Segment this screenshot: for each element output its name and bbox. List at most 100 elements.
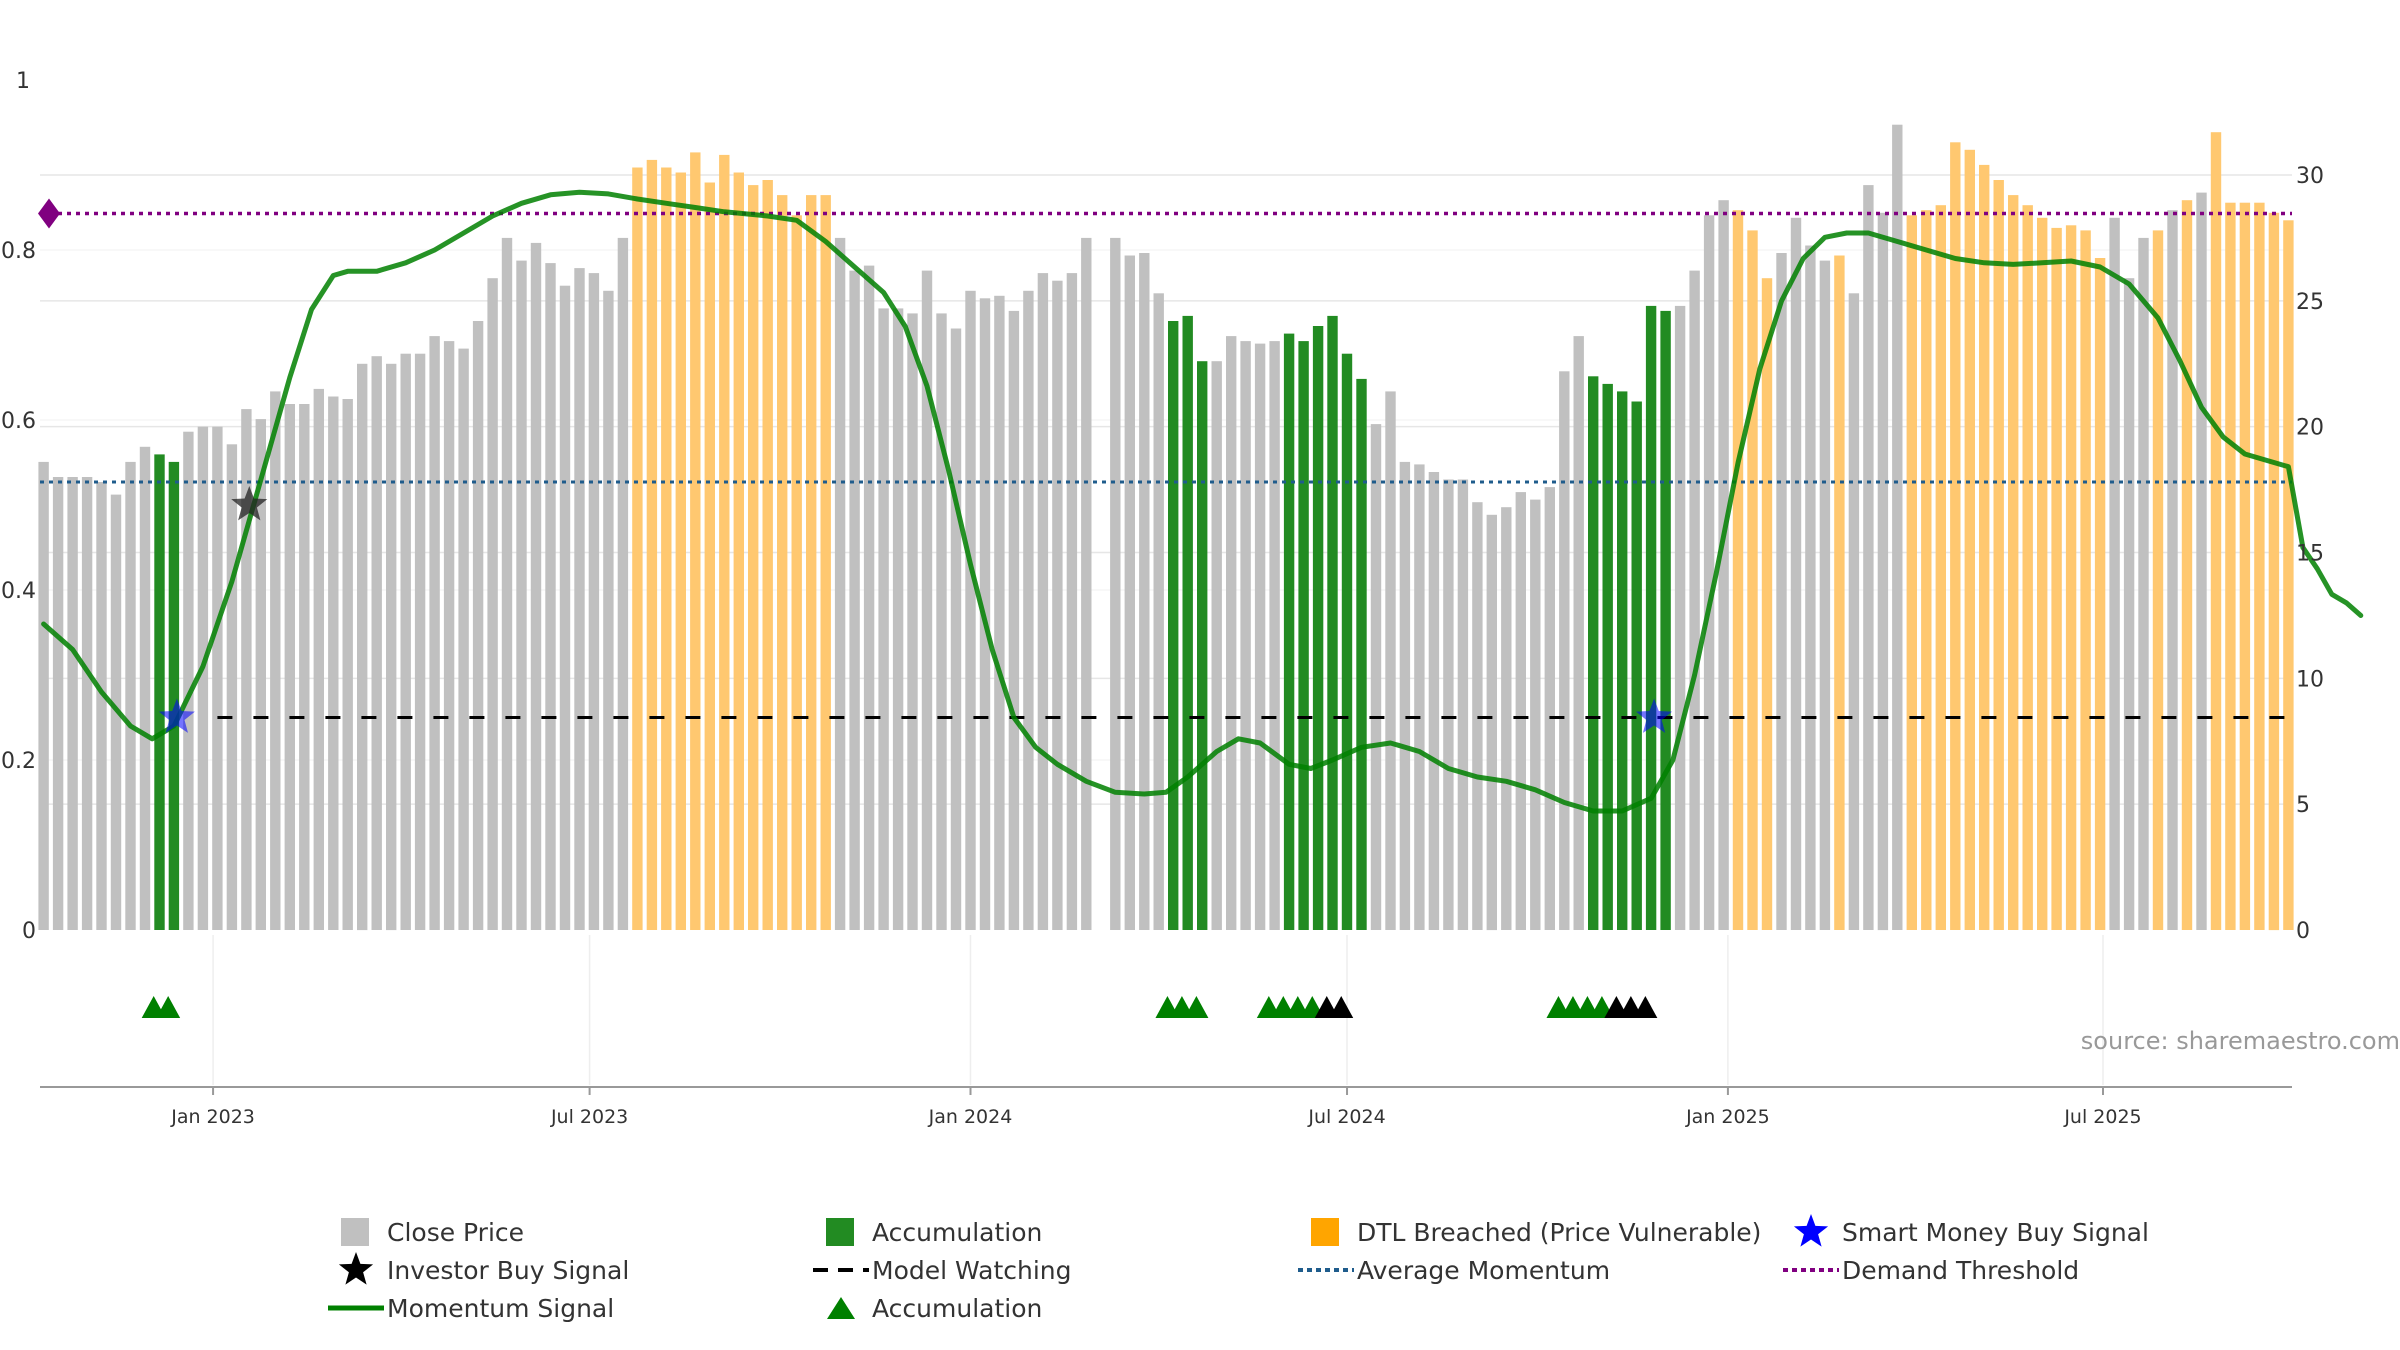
legend-label: Close Price — [387, 1217, 525, 1247]
right-axis-tick-label: 15 — [2296, 542, 2324, 567]
dtl-bar — [762, 180, 773, 930]
close-price-bar — [545, 263, 556, 931]
dtl-bar — [704, 182, 715, 930]
close-price-bar — [603, 290, 614, 930]
close-price-bar — [1515, 492, 1526, 930]
close-price-bar — [414, 353, 426, 930]
reference-lines — [38, 198, 2292, 719]
close-price-bar — [530, 242, 542, 930]
dtl-bar — [675, 172, 686, 930]
accumulation-triangle-black — [1329, 996, 1354, 1018]
close-price-bar — [487, 278, 498, 930]
star-icon — [338, 1252, 374, 1285]
close-price-bar — [96, 482, 107, 930]
close-price-bars — [38, 124, 2294, 931]
close-price-bar — [226, 444, 238, 930]
close-price-bar — [1486, 514, 1497, 931]
legend-item-demand-threshold: Demand Threshold — [1780, 1251, 2079, 1289]
legend-swatch-dotted-line — [1783, 1268, 1839, 1272]
close-price-bar — [443, 341, 455, 931]
left-axis-tick-label: 0.6 — [1, 409, 36, 434]
dtl-bar — [661, 167, 672, 930]
close-price-bar — [559, 285, 571, 930]
dtl-bar — [2283, 220, 2294, 931]
date-tick-label: Jan 2023 — [170, 1106, 255, 1128]
close-price-bar — [1457, 479, 1469, 930]
dtl-bar — [791, 215, 802, 931]
accumulation-bar — [1168, 321, 1179, 930]
left-axis-tick-label: 0.8 — [1, 239, 36, 264]
dtl-bar — [2051, 227, 2062, 930]
close-price-bar — [1674, 305, 1686, 930]
legend-item-model-watching: Model Watching — [810, 1251, 1072, 1289]
accumulation-bar — [1298, 341, 1309, 931]
dtl-bar — [1906, 215, 1917, 931]
close-price-bar — [892, 308, 904, 930]
dtl-bar — [777, 195, 788, 931]
accumulation-bar — [1602, 383, 1613, 930]
close-price-bar — [38, 461, 49, 930]
close-price-bar — [849, 270, 860, 931]
close-price-bar — [1240, 341, 1251, 931]
legend-swatch-close-price — [341, 1218, 369, 1246]
accumulation-bar — [1182, 315, 1193, 930]
close-price-bar — [386, 363, 397, 931]
left-axis-tick-label: 1 — [16, 69, 30, 94]
dtl-bar — [1921, 210, 1932, 930]
momentum-signal-line — [41, 189, 2364, 814]
dtl-bar — [2210, 132, 2222, 930]
close-price-bar — [270, 391, 281, 930]
close-price-bar — [1385, 391, 1396, 930]
legend-item-investor-buy: Investor Buy Signal — [325, 1251, 629, 1289]
demand-threshold-marker — [38, 198, 60, 229]
close-price-bar — [501, 237, 513, 930]
close-price-bar — [921, 270, 933, 931]
date-tick-label: Jul 2023 — [550, 1106, 628, 1128]
close-price-bar — [1501, 507, 1512, 930]
dtl-bar — [690, 152, 701, 930]
close-price-bar — [357, 363, 368, 931]
close-price-bar — [1790, 217, 1802, 931]
star-icon — [1793, 1214, 1829, 1247]
close-price-bar — [1081, 237, 1092, 930]
close-price-bar — [863, 265, 875, 931]
close-price-bar — [67, 477, 78, 930]
legend: Close Price Accumulation DTL Breached (P… — [325, 1213, 2175, 1343]
investor-buy-star — [231, 486, 268, 521]
dtl-bar — [2268, 212, 2280, 931]
close-price-bar — [950, 328, 962, 930]
legend-item-smart-money: Smart Money Buy Signal — [1780, 1213, 2149, 1251]
dtl-bar — [748, 185, 759, 931]
dtl-bar — [733, 172, 744, 930]
close-price-bar — [197, 426, 209, 930]
close-price-bar — [574, 268, 585, 931]
signal-markers — [141, 486, 1673, 1018]
axes: Jan 2023 Jul 2023 Jan 2024 Jul 2024 Jan 2025… — [1, 69, 2324, 1128]
legend-swatch-dashed-line — [813, 1268, 869, 1272]
accumulation-bar — [1631, 401, 1642, 930]
close-price-bar — [1443, 479, 1454, 930]
dtl-bar — [2080, 230, 2091, 930]
close-price-bar — [1008, 310, 1020, 930]
close-price-bar — [1544, 487, 1555, 930]
close-price-bar — [183, 431, 194, 930]
close-price-bar — [1110, 237, 1121, 930]
momentum-signal — [41, 189, 2364, 814]
dtl-bar — [2094, 258, 2106, 930]
accumulation-bar — [1660, 310, 1671, 930]
close-price-bar — [1472, 502, 1483, 930]
close-price-bar — [1254, 343, 1266, 931]
close-price-bar — [2123, 278, 2135, 930]
dtl-bar — [1732, 210, 1744, 930]
close-price-bar — [1269, 341, 1280, 931]
accumulation-triangle-black — [1633, 996, 1658, 1018]
date-tick-label: Jul 2024 — [1307, 1106, 1385, 1128]
dtl-bar — [1950, 142, 1961, 931]
dtl-bar — [2022, 205, 2033, 930]
legend-swatch-solid-line — [328, 1305, 384, 1311]
dtl-bar — [719, 154, 730, 930]
legend-swatch-accumulation — [826, 1218, 854, 1246]
dtl-bar — [1979, 164, 1990, 930]
close-price-bar — [400, 353, 411, 930]
triangle-icon — [827, 1297, 855, 1319]
